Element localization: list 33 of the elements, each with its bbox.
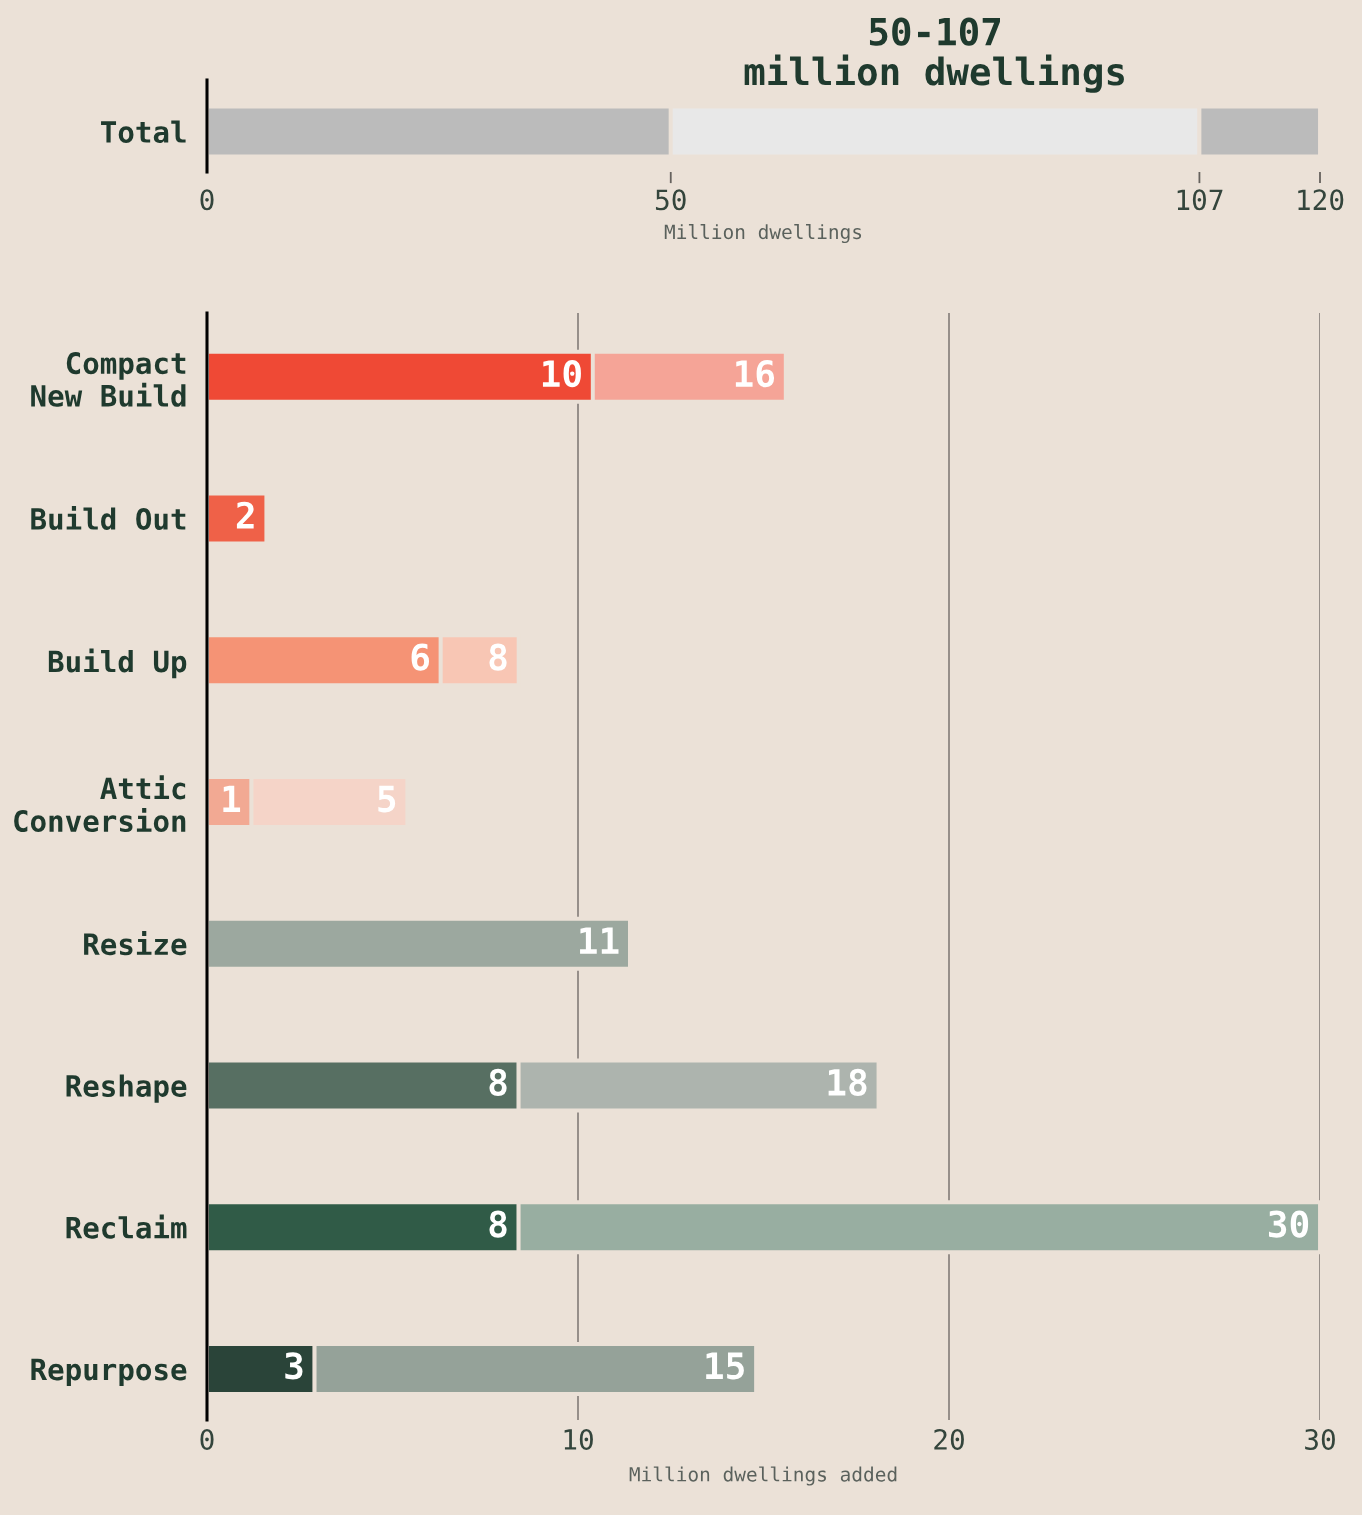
- total-label: 30: [1269, 1210, 1309, 1238]
- x-tick-label: 107: [1177, 189, 1223, 211]
- data-label: 8: [489, 1210, 507, 1238]
- y-tick-label: Attic Conversion: [14, 775, 186, 833]
- x-tick-label: 0: [200, 189, 214, 211]
- y-tick-label: Resize: [84, 931, 187, 956]
- data-label: 8: [489, 1068, 507, 1096]
- total-label: 16: [735, 359, 775, 388]
- y-tick-label: Total: [101, 120, 186, 144]
- x-tick-label: 20: [934, 1428, 964, 1450]
- x-axis-title: Million dwellings: [664, 224, 862, 244]
- data-label: 3: [285, 1352, 303, 1380]
- y-tick-label: Compact New Build: [31, 352, 186, 407]
- x-tick-label: 120: [1298, 189, 1344, 211]
- data-label: 1: [223, 785, 241, 812]
- y-tick-label: Reclaim: [66, 1214, 187, 1239]
- x-tick-label: 0: [200, 1428, 214, 1450]
- data-label: 10: [542, 359, 581, 388]
- total-label: 18: [828, 1068, 867, 1096]
- total-label: 8: [489, 643, 507, 671]
- x-tick-label: 30: [1305, 1428, 1335, 1450]
- y-tick-label: Build Out: [31, 505, 186, 531]
- x-axis-title: Million dwellings added: [629, 1466, 897, 1486]
- x-tick-label: 10: [564, 1428, 593, 1450]
- total-label: 15: [706, 1352, 744, 1380]
- total-label: 2: [236, 501, 254, 529]
- y-tick-label: Build Up: [48, 648, 187, 679]
- y-tick-label: Reshape: [66, 1074, 187, 1103]
- y-tick-label: Repurpose: [31, 1358, 187, 1387]
- chart-title: 50-107 million dwellings: [744, 17, 1124, 93]
- x-tick-label: 50: [655, 189, 686, 211]
- data-label: 6: [411, 643, 430, 671]
- total-label: 11: [580, 927, 619, 954]
